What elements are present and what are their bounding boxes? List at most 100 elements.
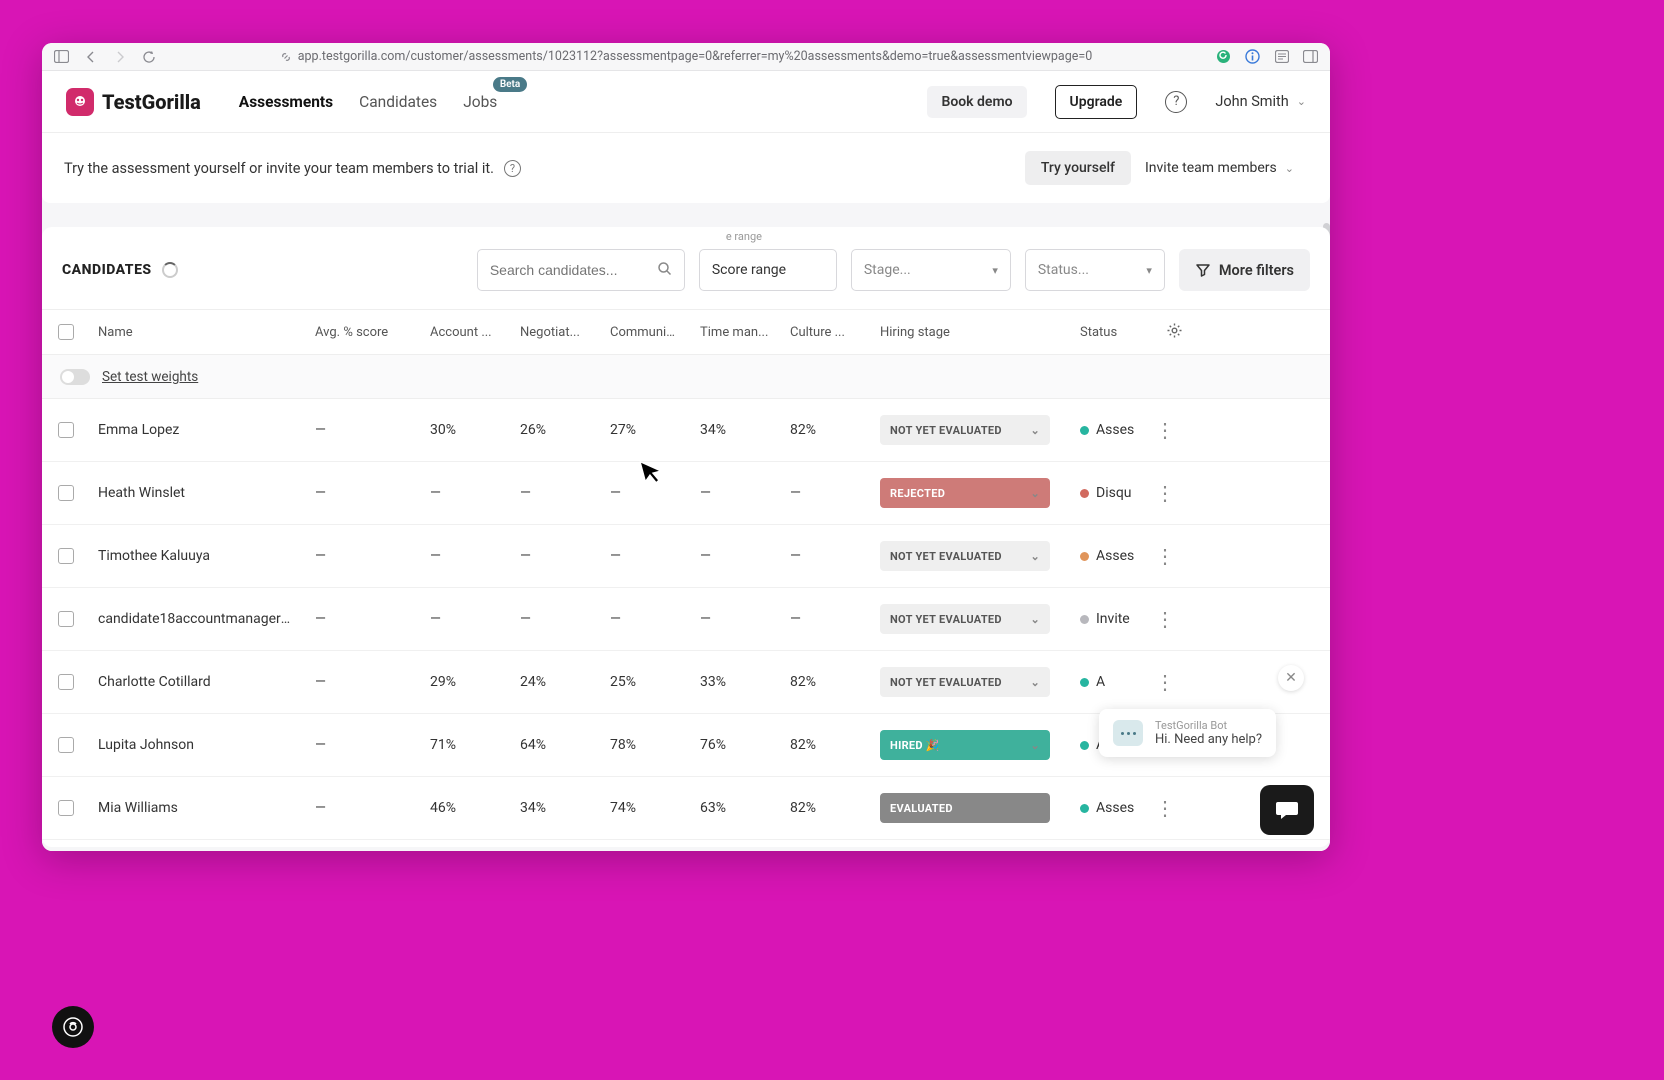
score-cell: 34%: [690, 422, 780, 438]
hiring-stage-select[interactable]: EVALUATED⌄: [880, 793, 1050, 823]
row-actions-icon[interactable]: ⋮: [1150, 420, 1180, 440]
avg-score: —: [305, 800, 420, 816]
row-checkbox[interactable]: [58, 548, 74, 564]
hiring-stage-select[interactable]: HIRED 🎉⌄: [880, 730, 1050, 760]
invite-team-button[interactable]: Invite team members ⌄: [1131, 151, 1308, 185]
row-actions-icon[interactable]: ⋮: [1150, 546, 1180, 566]
row-checkbox[interactable]: [58, 485, 74, 501]
bot-greeting: Hi. Need any help?: [1155, 732, 1262, 747]
upgrade-button[interactable]: Upgrade: [1055, 85, 1138, 119]
search-candidates-input[interactable]: [477, 249, 685, 291]
status-dot-icon: [1080, 804, 1089, 813]
col-culture[interactable]: Culture ...: [780, 325, 870, 340]
status-cell: Asses: [1080, 548, 1140, 564]
score-cell: —: [510, 485, 600, 501]
score-cell: 29%: [420, 674, 510, 690]
table-row[interactable]: Charlotte Cotillard—29%24%25%33%82%NOT Y…: [42, 651, 1330, 714]
col-account[interactable]: Account ...: [420, 325, 510, 340]
info-icon[interactable]: [1245, 49, 1260, 64]
sidebar-toggle-icon[interactable]: [54, 49, 69, 64]
table-row[interactable]: Heath Winslet——————REJECTED⌄Disqu⋮: [42, 462, 1330, 525]
beta-badge: Beta: [493, 77, 527, 92]
avg-score: —: [305, 548, 420, 564]
candidate-name: Lupita Johnson: [90, 737, 305, 753]
tabs-icon[interactable]: [1303, 49, 1318, 64]
nav-candidates[interactable]: Candidates: [359, 89, 437, 115]
col-time-management[interactable]: Time man...: [690, 325, 780, 340]
table-row[interactable]: Emma Lopez—30%26%27%34%82%NOT YET EVALUA…: [42, 399, 1330, 462]
weights-toggle[interactable]: [60, 369, 90, 385]
user-menu[interactable]: John Smith ⌄: [1215, 93, 1306, 110]
score-cell: —: [420, 485, 510, 501]
chat-popup[interactable]: TestGorilla Bot Hi. Need any help?: [1099, 709, 1276, 757]
stage-placeholder: Stage...: [864, 262, 911, 278]
test-weights-row: Set test weights: [42, 355, 1330, 399]
candidate-name: Heath Winslet: [90, 485, 305, 501]
score-cell: 64%: [510, 737, 600, 753]
hiring-stage-select[interactable]: NOT YET EVALUATED⌄: [880, 541, 1050, 571]
try-yourself-button[interactable]: Try yourself: [1025, 151, 1131, 185]
more-filters-button[interactable]: More filters: [1179, 249, 1310, 291]
row-actions-icon[interactable]: ⋮: [1150, 672, 1180, 692]
nav-jobs[interactable]: Jobs Beta: [463, 89, 497, 115]
row-checkbox[interactable]: [58, 422, 74, 438]
select-all-checkbox[interactable]: [58, 324, 74, 340]
status-placeholder: Status...: [1038, 262, 1089, 278]
row-actions-icon[interactable]: ⋮: [1150, 609, 1180, 629]
col-status[interactable]: Status: [1070, 325, 1150, 340]
score-range-input[interactable]: e range Score range: [699, 249, 837, 291]
url-text: app.testgorilla.com/customer/assessments…: [298, 49, 1093, 64]
link-icon: [280, 51, 292, 63]
chat-close-button[interactable]: ✕: [1278, 665, 1304, 691]
row-checkbox[interactable]: [58, 800, 74, 816]
table-settings-icon[interactable]: [1166, 328, 1183, 343]
address-bar[interactable]: app.testgorilla.com/customer/assessments…: [170, 49, 1202, 64]
row-checkbox[interactable]: [58, 611, 74, 627]
hiring-stage-select[interactable]: NOT YET EVALUATED⌄: [880, 415, 1050, 445]
status-dot-icon: [1080, 741, 1089, 750]
set-weights-link[interactable]: Set test weights: [102, 369, 198, 385]
grammarly-icon[interactable]: [1216, 49, 1231, 64]
avg-score: —: [305, 485, 420, 501]
reload-icon[interactable]: [141, 49, 156, 64]
user-name: John Smith: [1215, 93, 1288, 110]
score-range-label: Score range: [712, 262, 786, 278]
col-communication[interactable]: Communic...: [600, 325, 690, 340]
col-name[interactable]: Name: [90, 325, 305, 340]
row-actions-icon[interactable]: ⋮: [1150, 483, 1180, 503]
status-select[interactable]: Status... ▾: [1025, 249, 1165, 291]
hiring-stage-select[interactable]: REJECTED⌄: [880, 478, 1050, 508]
browser-window: app.testgorilla.com/customer/assessments…: [42, 43, 1330, 851]
forward-icon[interactable]: [112, 49, 127, 64]
table-row[interactable]: Mia Williams—46%34%74%63%82%EVALUATED⌄As…: [42, 777, 1330, 840]
score-cell: 30%: [420, 422, 510, 438]
col-negotiation[interactable]: Negotiat...: [510, 325, 600, 340]
table-row[interactable]: Timothee Kaluuya——————NOT YET EVALUATED⌄…: [42, 525, 1330, 588]
accessibility-fab[interactable]: [52, 1006, 94, 1048]
nav-assessments[interactable]: Assessments: [239, 89, 333, 115]
stage-select[interactable]: Stage... ▾: [851, 249, 1011, 291]
row-checkbox[interactable]: [58, 737, 74, 753]
more-filters-label: More filters: [1219, 262, 1294, 279]
hiring-stage-select[interactable]: NOT YET EVALUATED⌄: [880, 604, 1050, 634]
search-input[interactable]: [490, 262, 649, 278]
table-row[interactable]: candidate18accountmanager@e...——————NOT …: [42, 588, 1330, 651]
score-cell: 27%: [600, 422, 690, 438]
score-range-tooltip: e range: [722, 230, 766, 243]
help-icon[interactable]: ?: [1165, 91, 1187, 113]
chat-launcher-button[interactable]: [1260, 785, 1314, 835]
filters-row: CANDIDATES e range Score range Stage... …: [42, 227, 1330, 309]
row-checkbox[interactable]: [58, 674, 74, 690]
reader-icon[interactable]: [1274, 49, 1289, 64]
status-dot-icon: [1080, 615, 1089, 624]
hiring-stage-select[interactable]: NOT YET EVALUATED⌄: [880, 667, 1050, 697]
col-hiring-stage[interactable]: Hiring stage: [870, 325, 1070, 340]
back-icon[interactable]: [83, 49, 98, 64]
banner-help-icon[interactable]: ?: [504, 160, 521, 177]
candidates-table: Name Avg. % score Account ... Negotiat..…: [42, 309, 1330, 840]
score-cell: —: [690, 485, 780, 501]
row-actions-icon[interactable]: ⋮: [1150, 798, 1180, 818]
col-avg[interactable]: Avg. % score: [305, 325, 420, 340]
brand-logo[interactable]: TestGorilla: [66, 88, 201, 116]
book-demo-button[interactable]: Book demo: [927, 86, 1026, 118]
